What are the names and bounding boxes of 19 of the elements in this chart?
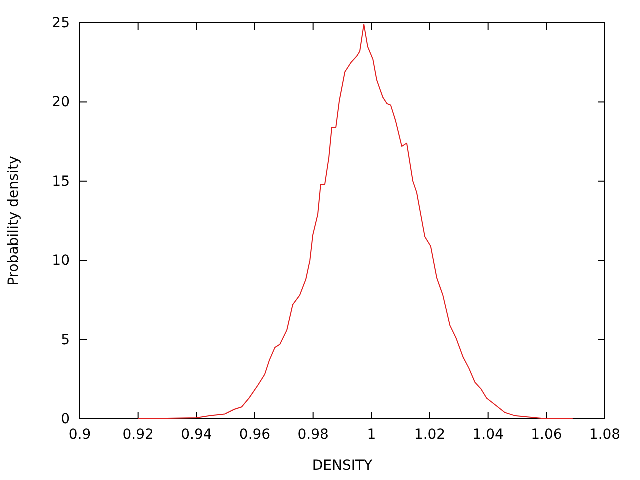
y-tick-label: 25 <box>52 15 70 32</box>
x-tick-label: 1 <box>367 426 376 443</box>
x-tick-label: 0.92 <box>122 426 154 443</box>
y-tick-label: 10 <box>52 253 70 270</box>
y-tick-label: 20 <box>52 94 70 111</box>
x-tick-label: 0.94 <box>181 426 212 443</box>
x-tick-label: 1.04 <box>472 426 504 443</box>
y-tick-label: 0 <box>61 411 70 428</box>
x-tick-label: 0.96 <box>239 426 271 443</box>
line-series <box>138 24 574 420</box>
x-tick-label: 0.9 <box>68 426 92 443</box>
x-tick-label: 1.02 <box>414 426 446 443</box>
y-tick-label: 15 <box>52 174 70 190</box>
x-tick-label: 1.08 <box>589 426 621 443</box>
y-axis-title: Probability density <box>6 156 22 286</box>
y-tick-label: 5 <box>61 332 70 348</box>
x-tick-label: 1.06 <box>531 426 562 443</box>
x-tick-label: 0.98 <box>298 426 329 443</box>
x-axis-title: DENSITY <box>312 458 374 474</box>
